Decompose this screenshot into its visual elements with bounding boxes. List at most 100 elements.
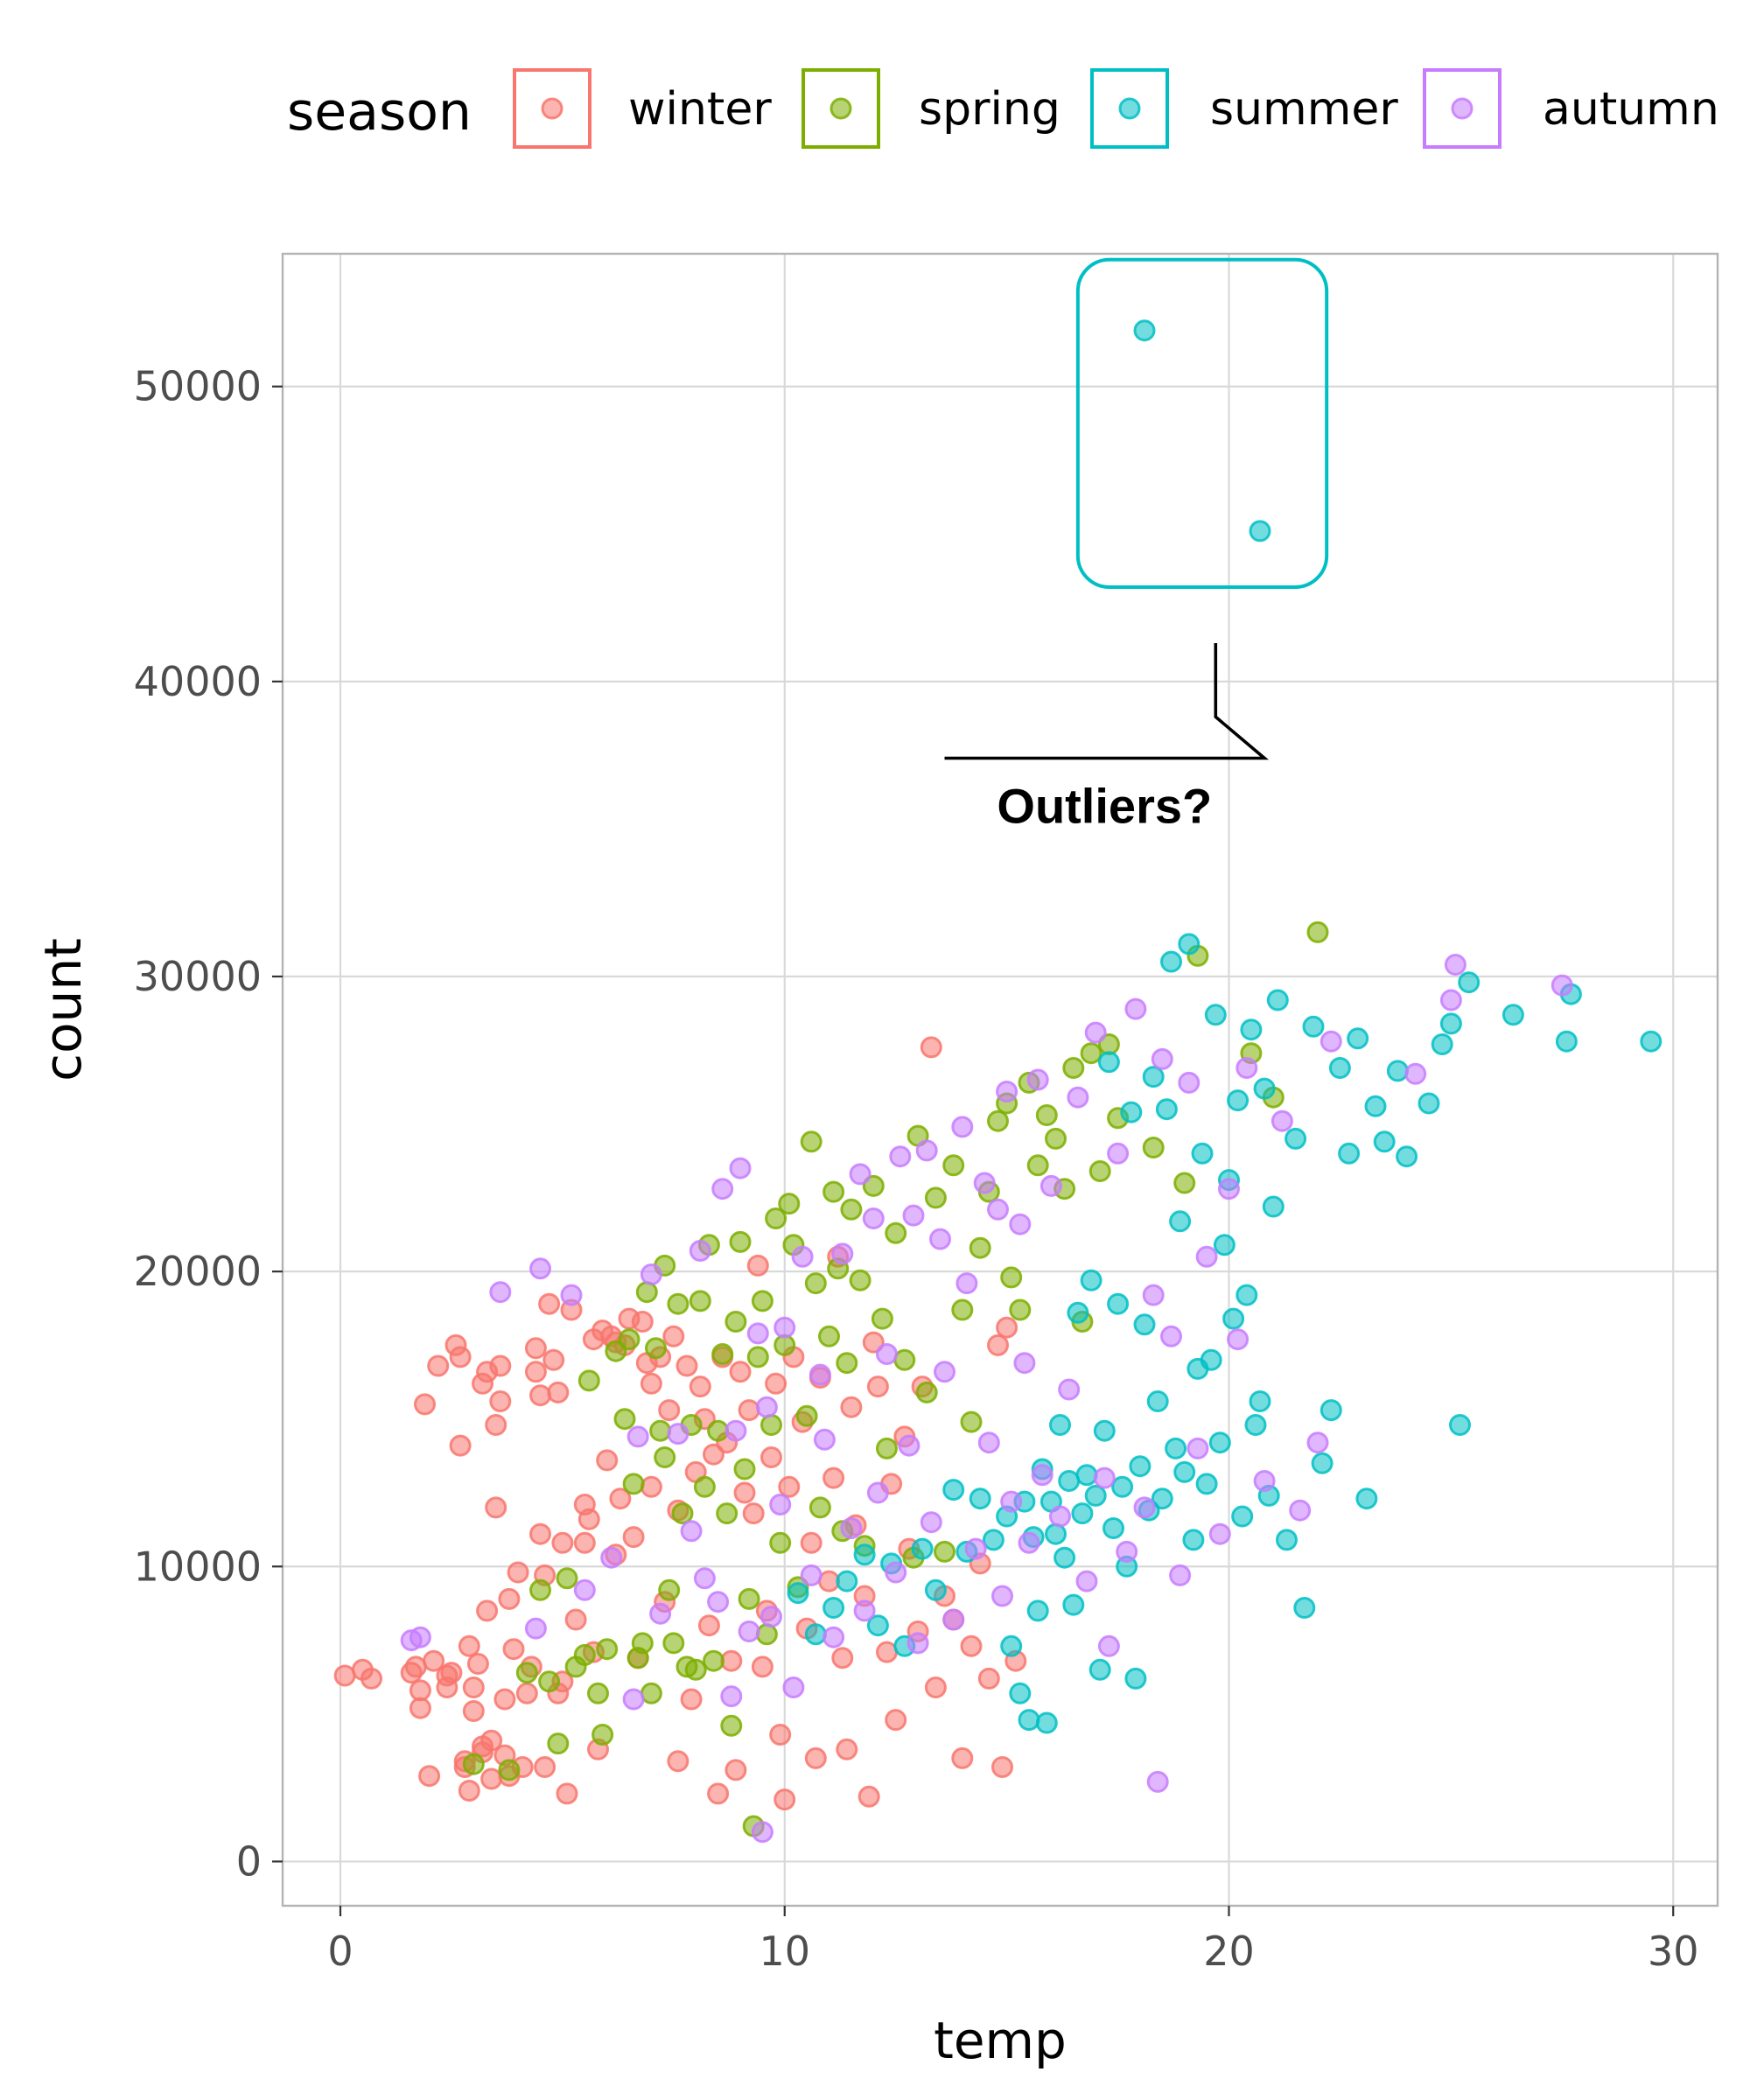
summer-point: [1088, 1658, 1111, 1681]
y-axis-title: count: [33, 938, 93, 1082]
winter-point: [547, 1381, 570, 1404]
autumn-point: [1151, 1047, 1173, 1070]
autumn-point: [711, 1178, 734, 1200]
autumn-point: [822, 1626, 845, 1648]
summer-point: [787, 1582, 809, 1605]
plot-panel: [281, 252, 1719, 1908]
winter-point: [489, 1354, 512, 1377]
autumn-point: [889, 1145, 912, 1168]
autumn-point: [1000, 1490, 1023, 1513]
outlier-highlight-box: [1075, 257, 1329, 589]
spring-point: [960, 1410, 983, 1433]
spring-point: [1306, 920, 1329, 943]
autumn-point: [738, 1620, 760, 1642]
spring-point: [689, 1290, 711, 1312]
summer-point: [1293, 1597, 1316, 1619]
spring-point: [631, 1632, 654, 1655]
summer-point: [1146, 1390, 1169, 1412]
summer-point: [1107, 1292, 1130, 1315]
summer-point: [1102, 1517, 1124, 1539]
winter-point: [534, 1756, 556, 1778]
summer-point: [1355, 1488, 1378, 1510]
autumn-point: [1195, 1245, 1218, 1268]
summer-point: [1182, 1529, 1205, 1551]
winter-point: [489, 1390, 512, 1412]
autumn-point: [746, 1322, 769, 1345]
autumn-point: [964, 1537, 987, 1560]
y-tick-label: 20000: [134, 1248, 262, 1295]
autumn-point: [1124, 998, 1147, 1020]
data-points: [333, 319, 1662, 1844]
y-tick-label: 0: [236, 1838, 262, 1885]
autumn-point: [529, 1257, 551, 1280]
winter-point: [831, 1647, 854, 1670]
summer-point: [1067, 1301, 1089, 1324]
summer-point: [1231, 1505, 1254, 1528]
summer-point: [1035, 1712, 1058, 1734]
spring-point: [1000, 1266, 1023, 1289]
summer-point: [1640, 1030, 1662, 1053]
summer-point: [982, 1529, 1004, 1551]
summer-point: [1084, 1484, 1107, 1507]
autumn-point: [1142, 1284, 1165, 1306]
winter-point: [680, 1688, 703, 1711]
winter-point: [573, 1531, 596, 1554]
spring-point: [800, 1130, 822, 1153]
spring-point: [746, 1346, 769, 1368]
summer-point: [969, 1488, 991, 1510]
winter-legend-marker: [541, 97, 564, 120]
autumn-point: [1444, 954, 1466, 976]
summer-legend-key: [1090, 68, 1169, 149]
spring-point: [751, 1290, 774, 1312]
x-tick-label: 20: [1203, 1928, 1255, 1975]
spring-point: [592, 1724, 614, 1746]
spring-point: [515, 1662, 538, 1684]
spring-point: [729, 1230, 752, 1253]
spring-point: [635, 1281, 658, 1304]
winter-point: [697, 1614, 720, 1637]
spring-point: [808, 1496, 831, 1519]
winter-point: [485, 1496, 508, 1519]
winter-point: [689, 1376, 711, 1398]
autumn-point: [1208, 1522, 1231, 1545]
summer-point: [1249, 1390, 1271, 1412]
autumn-point: [853, 1600, 876, 1622]
spring-legend-label: spring: [919, 83, 1060, 136]
autumn-point: [1013, 1352, 1036, 1375]
winter-point: [333, 1664, 356, 1687]
autumn-point: [600, 1546, 623, 1569]
spring-point: [818, 1325, 840, 1348]
autumn-point: [813, 1428, 836, 1451]
winter-point: [774, 1788, 796, 1811]
autumn-point: [1093, 1466, 1116, 1489]
summer-point: [1458, 971, 1480, 994]
autumn-point: [1404, 1062, 1427, 1085]
legend-title: season: [287, 81, 472, 143]
summer-point: [1284, 1127, 1307, 1150]
winter-point: [885, 1709, 907, 1732]
autumn-point: [1075, 1570, 1098, 1592]
autumn-point: [1227, 1328, 1250, 1351]
autumn-point: [862, 1208, 885, 1229]
spring-point: [645, 1337, 667, 1360]
spring-point: [893, 1348, 916, 1371]
summer-point: [1155, 1098, 1178, 1121]
winter-point: [480, 1729, 503, 1752]
autumn-point: [755, 1396, 778, 1418]
summer-point: [1208, 1432, 1231, 1454]
autumn-point: [667, 1423, 690, 1446]
summer-point: [853, 1544, 876, 1566]
summer-point: [1222, 1307, 1245, 1330]
spring-point: [684, 1658, 707, 1681]
summer-point: [822, 1597, 845, 1619]
autumn-point: [1186, 1437, 1209, 1460]
winter-point: [703, 1443, 724, 1466]
summer-point: [1124, 1667, 1147, 1690]
autumn-point: [898, 1434, 920, 1457]
y-tick-label: 50000: [134, 363, 262, 410]
summer-point: [1555, 1030, 1578, 1053]
summer-point: [1236, 1284, 1258, 1306]
autumn-legend-marker: [1451, 97, 1474, 120]
autumn-point: [1084, 1021, 1107, 1044]
summer-point: [1249, 520, 1271, 542]
